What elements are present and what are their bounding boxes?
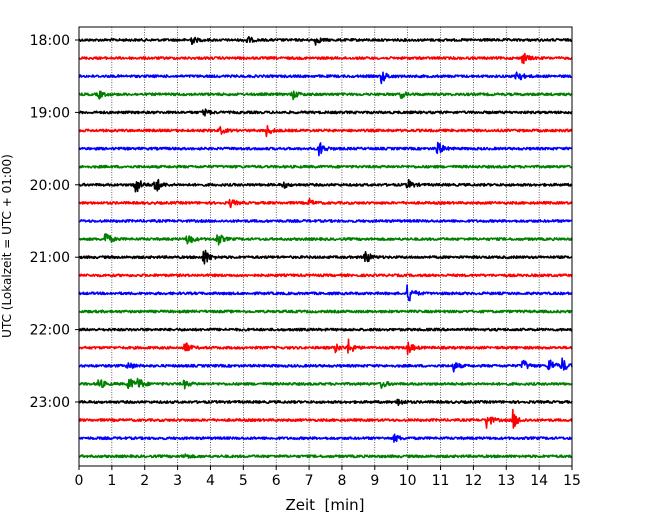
seismogram-traces (78, 35, 573, 459)
minute-grid (111, 27, 540, 466)
trace-1845 (78, 90, 573, 101)
x-tick-label: 11 (432, 473, 450, 489)
trace-2045 (78, 232, 573, 246)
trace-2330 (78, 433, 573, 443)
y-tick-label: 19:00 (30, 105, 70, 121)
trace-1915 (78, 124, 573, 138)
x-tick-label: 12 (464, 473, 482, 489)
y-tick-label: 22:00 (30, 323, 70, 339)
x-tick-label: 10 (399, 473, 417, 489)
trace-2000 (78, 178, 573, 193)
x-tick-label: 5 (239, 473, 248, 489)
x-tick-label: 1 (107, 473, 116, 489)
trace-1815 (78, 52, 573, 65)
trace-2115 (78, 273, 573, 278)
x-tick-label: 7 (305, 473, 314, 489)
x-tick-label: 2 (140, 473, 149, 489)
x-tick-label: 15 (563, 473, 581, 489)
x-tick-label: 4 (206, 473, 215, 489)
trace-2030 (78, 219, 573, 223)
trace-2015 (78, 197, 573, 209)
x-tick-label: 8 (337, 473, 346, 489)
trace-2215 (78, 338, 573, 356)
x-tick-label: 3 (173, 473, 182, 489)
x-axis-title: Zeit [min] (285, 496, 364, 514)
trace-1830 (78, 71, 573, 85)
trace-2100 (78, 249, 573, 265)
plot-area (79, 27, 572, 466)
x-tick-label: 14 (530, 473, 548, 489)
trace-1930 (78, 141, 573, 157)
y-tick-label: 23:00 (30, 395, 70, 411)
x-tick-label: 0 (75, 473, 84, 489)
y-axis-title: UTC (Lokalzeit = UTC + 01:00) (0, 154, 14, 338)
y-tick-label: 18:00 (30, 33, 70, 49)
trace-1945 (78, 164, 573, 169)
y-tick-label: 21:00 (30, 250, 70, 266)
trace-2145 (78, 309, 573, 314)
x-tick-label: 13 (497, 473, 515, 489)
trace-2345 (78, 453, 573, 459)
trace-2200 (78, 327, 573, 332)
plot-frame (78, 26, 573, 467)
trace-2245 (78, 377, 573, 390)
y-axis-ticks: 18:00 19:00 20:00 21:00 22:00 23:00 (30, 33, 79, 411)
trace-2315 (78, 408, 573, 429)
trace-2130 (78, 284, 573, 302)
trace-2230 (78, 357, 573, 373)
trace-1900 (78, 108, 573, 117)
x-tick-label: 9 (370, 473, 379, 489)
x-tick-label: 6 (272, 473, 281, 489)
trace-2300 (78, 398, 573, 407)
trace-1800 (78, 35, 573, 46)
x-axis-ticks: 0 1 2 3 4 5 6 7 8 9 10 11 12 13 14 15 (75, 466, 581, 489)
y-tick-label: 20:00 (30, 178, 70, 194)
